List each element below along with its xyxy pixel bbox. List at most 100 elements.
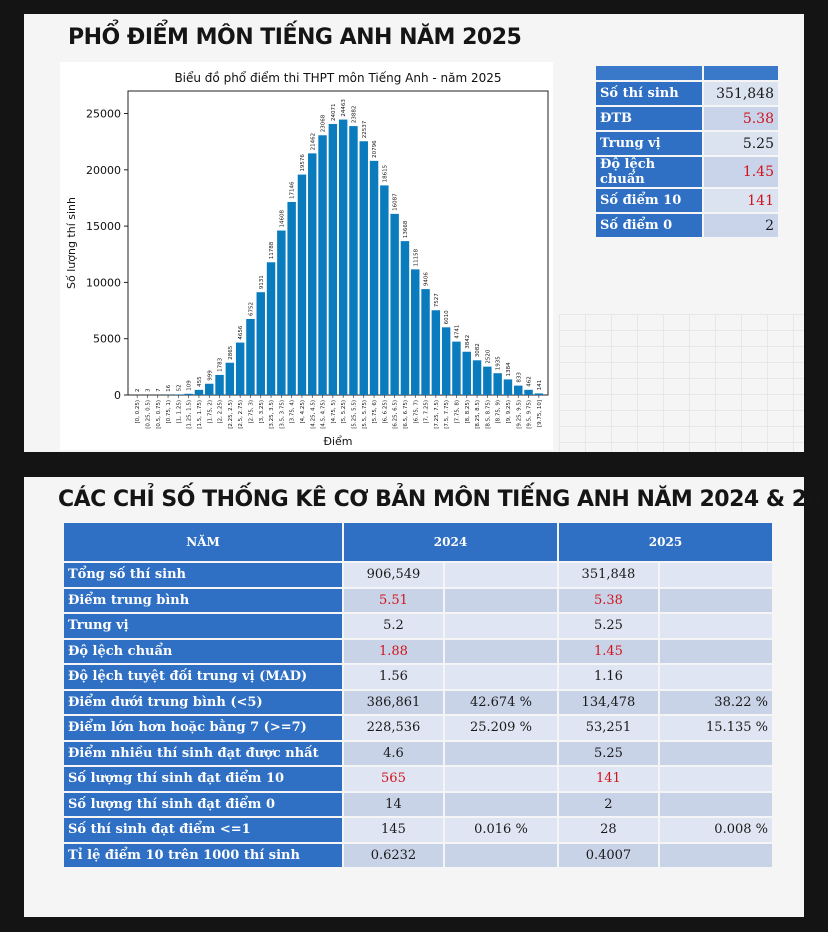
percent-2025 xyxy=(659,767,772,791)
bar xyxy=(534,393,544,395)
stats-label: Độ lệch chuẩn xyxy=(64,639,342,663)
summary-value: 1.45 xyxy=(704,157,778,187)
bar-value-label: 833 xyxy=(516,372,522,383)
percent-2025 xyxy=(659,792,772,816)
bar xyxy=(184,393,193,395)
summary-value: 5.38 xyxy=(704,107,778,130)
x-tick-label: [8, 8.25) xyxy=(465,400,471,424)
value-2024: 5.51 xyxy=(344,588,443,612)
bar-value-label: 23882 xyxy=(351,106,357,124)
x-tick-label: [9.25, 9.5) xyxy=(516,400,522,429)
stats-label: Điểm nhiều thí sinh đạt được nhất xyxy=(64,741,342,765)
stats-label: Số lượng thí sinh đạt điểm 0 xyxy=(64,792,342,816)
bar-chart: Biểu đồ phổ điểm thi THPT môn Tiếng Anh … xyxy=(65,71,549,448)
summary-label: Số thí sinh xyxy=(596,82,702,105)
bar-value-label: 1935 xyxy=(496,356,502,370)
decorative-grid xyxy=(559,314,804,452)
percent-2025 xyxy=(659,639,772,663)
stats-label: Số lượng thí sinh đạt điểm 10 xyxy=(64,767,342,791)
bar-value-label: 1384 xyxy=(506,362,512,376)
bar xyxy=(287,201,296,395)
bar-value-label: 462 xyxy=(527,376,533,387)
percent-2024 xyxy=(444,792,557,816)
bar xyxy=(493,373,502,395)
summary-label: Số điểm 10 xyxy=(596,189,702,212)
stats-row: Độ lệch tuyệt đối trung vị (MAD) 1.56 1.16 xyxy=(64,665,772,689)
y-tick-label: 5000 xyxy=(93,333,121,346)
bar xyxy=(297,174,307,395)
bar xyxy=(318,135,327,395)
summary-value: 141 xyxy=(704,189,778,212)
bar xyxy=(452,341,461,395)
x-tick-label: [2, 2.25) xyxy=(218,400,224,424)
bar xyxy=(174,394,183,395)
summary-row: Số thí sinh 351,848 xyxy=(596,82,778,105)
bar xyxy=(205,383,214,395)
bar-value-label: 999 xyxy=(207,370,213,381)
bar-value-label: 52 xyxy=(176,384,182,391)
bar xyxy=(349,126,358,395)
value-2024: 906,549 xyxy=(344,563,443,587)
bar xyxy=(483,366,492,395)
bar-value-label: 7 xyxy=(156,388,162,392)
bar xyxy=(503,379,513,395)
stats-label: Tổng số thí sinh xyxy=(64,563,342,587)
percent-2024 xyxy=(444,563,557,587)
summary-label: Độ lệch chuẩn xyxy=(596,157,702,187)
summary-label: Số điểm 0 xyxy=(596,214,702,237)
summary-row: Trung vị 5.25 xyxy=(596,132,778,155)
bar xyxy=(225,362,235,395)
bar-value-label: 3082 xyxy=(475,343,481,357)
value-2024: 228,536 xyxy=(344,716,443,740)
stats-row: Trung vị 5.2 5.25 xyxy=(64,614,772,638)
percent-2024: 25.209 % xyxy=(444,716,557,740)
x-tick-label: [2.5, 2.75) xyxy=(238,400,244,429)
bar-value-label: 2 xyxy=(135,388,141,392)
x-tick-label: [3, 3.25) xyxy=(259,400,265,424)
stats-table: NĂM 2024 2025 Tổng số thí sinh 906,549 351… xyxy=(62,521,774,869)
percent-2024 xyxy=(444,741,557,765)
x-tick-label: [6.25, 6.5) xyxy=(393,400,399,429)
x-tick-label: [7, 7.25) xyxy=(424,400,430,424)
x-tick-label: [5.25, 5.5) xyxy=(351,400,357,429)
value-2025: 53,251 xyxy=(558,716,658,740)
header-2024: 2024 xyxy=(344,523,557,561)
value-2024: 4.6 xyxy=(344,741,443,765)
stats-label: Điểm trung bình xyxy=(64,588,342,612)
percent-2024: 0.016 % xyxy=(444,818,557,842)
bar xyxy=(380,185,389,395)
bar-value-label: 23068 xyxy=(321,114,327,132)
bar xyxy=(359,141,368,395)
bar-value-label: 17146 xyxy=(290,181,296,199)
y-tick-label: 15000 xyxy=(86,220,121,233)
x-tick-label: [9.5, 9.75) xyxy=(527,400,533,429)
x-tick-label: [2.25, 2.5) xyxy=(228,400,234,429)
summary-header-row xyxy=(596,66,778,80)
stats-row: Số lượng thí sinh đạt điểm 0 14 2 xyxy=(64,792,772,816)
bar-value-label: 16 xyxy=(166,384,172,391)
bar-value-label: 21462 xyxy=(310,133,316,151)
x-tick-label: [1, 1.25) xyxy=(176,400,182,424)
x-tick-label: [4.75, 5) xyxy=(331,400,337,424)
bar xyxy=(369,160,379,395)
stats-label: Điểm lớn hơn hoặc bằng 7 (>=7) xyxy=(64,716,342,740)
bar xyxy=(256,292,265,395)
bar xyxy=(194,389,204,395)
bar xyxy=(246,318,255,395)
summary-row: ĐTB 5.38 xyxy=(596,107,778,130)
x-tick-label: [3.5, 3.75) xyxy=(279,400,285,429)
x-axis-label: Điểm xyxy=(323,435,352,448)
bar xyxy=(421,289,430,395)
x-tick-label: [7.25, 7.5) xyxy=(434,400,440,429)
x-tick-label: [1.25, 1.5) xyxy=(187,400,193,429)
stats-row: Tổng số thí sinh 906,549 351,848 xyxy=(64,563,772,587)
percent-2025 xyxy=(659,563,772,587)
chart-container: Biểu đồ phổ điểm thi THPT môn Tiếng Anh … xyxy=(60,62,553,450)
value-2024: 565 xyxy=(344,767,443,791)
slide1-title: PHỔ ĐIỂM MÔN TIẾNG ANH NĂM 2025 xyxy=(68,25,522,50)
bar-value-label: 3842 xyxy=(465,335,471,349)
stats-label: Độ lệch tuyệt đối trung vị (MAD) xyxy=(64,665,342,689)
x-tick-label: [3.75, 4) xyxy=(290,400,296,424)
bar-value-label: 2865 xyxy=(228,345,234,359)
bar-value-label: 3 xyxy=(145,388,151,392)
